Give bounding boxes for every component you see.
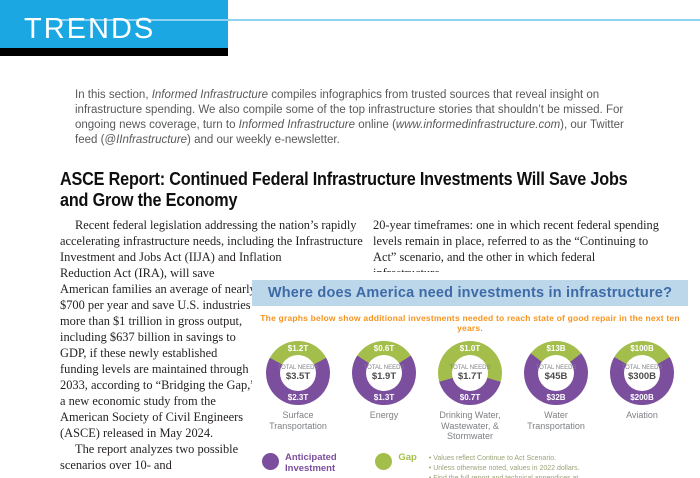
- donut-water-transportation: $13B TOTAL NEEDS $45B $32B Water Transpo…: [514, 341, 598, 442]
- legend-label: Gap: [398, 451, 417, 463]
- legend-label: Anticipated Investment: [285, 451, 337, 474]
- header-rule: [60, 19, 700, 21]
- donut-chart: $100B TOTAL NEEDS $300B $200B: [610, 341, 674, 405]
- donut-center: TOTAL NEEDS $3.5T: [277, 355, 319, 391]
- donut-center: TOTAL NEEDS $45B: [535, 355, 577, 391]
- anticipated-value-label: $2.3T: [287, 393, 309, 402]
- anticipated-value-label: $0.7T: [459, 393, 481, 402]
- green-dot-icon: [375, 452, 393, 470]
- total-needs-label: TOTAL NEEDS: [277, 364, 319, 371]
- twitter-handle: @IInfrastructure: [104, 134, 188, 146]
- body-paragraph: Reduction Act (IRA), will save American …: [60, 266, 256, 440]
- body-paragraph: The report analyzes two possible scenari…: [60, 442, 239, 472]
- intro-paragraph: In this section, Informed Infrastructure…: [75, 88, 641, 148]
- donut-category-label: Surface Transportation: [269, 410, 327, 431]
- header-black-bar: [0, 48, 228, 56]
- anticipated-value-label: $1.3T: [373, 393, 395, 402]
- anticipated-value-label: $32B: [546, 393, 566, 402]
- gap-value-label: $1.0T: [459, 344, 481, 353]
- donut-chart: $1.0T TOTAL NEEDS $1.7T $0.7T: [438, 341, 502, 405]
- section-title: TRENDS: [24, 13, 156, 45]
- infographic-subtitle: The graphs below show additional investm…: [260, 313, 680, 333]
- donut-chart: $1.2T TOTAL NEEDS $3.5T $2.3T: [266, 341, 330, 405]
- body-column1-top: Recent federal legislation addressing th…: [60, 218, 363, 264]
- donut-aviation: $100B TOTAL NEEDS $300B $200B Aviation: [600, 341, 684, 442]
- footnote-line: • Values reflect Continue to Act Scenari…: [428, 454, 557, 462]
- purple-dot-icon: [262, 452, 279, 470]
- intro-text: ), our Twitter feed (: [75, 119, 624, 146]
- publication-name: Informed Infrastructure: [238, 119, 355, 131]
- donut-drinking-water: $1.0T TOTAL NEEDS $1.7T $0.7T Drinking W…: [428, 341, 512, 442]
- legend-gap: Gap: [375, 451, 417, 478]
- total-needs-label: TOTAL NEEDS: [363, 364, 405, 371]
- total-needs-value: $3.5T: [285, 370, 311, 382]
- donut-category-label: Water Transportation: [527, 410, 585, 431]
- total-needs-label: TOTAL NEEDS: [449, 364, 491, 371]
- infographic-footer: Anticipated Investment Gap • Values refl…: [252, 452, 688, 478]
- intro-text: In this section,: [75, 89, 152, 101]
- donut-category-label: Aviation: [626, 410, 658, 420]
- article-headline: ASCE Report: Continued Federal Infrastru…: [60, 169, 628, 210]
- total-needs-value: $300B: [628, 370, 656, 382]
- intro-text: compiles infographics from trusted sourc…: [75, 89, 624, 131]
- total-needs-label: TOTAL NEEDS: [535, 364, 577, 371]
- donut-chart: $13B TOTAL NEEDS $45B $32B: [524, 341, 588, 405]
- donut-category-label: Energy: [369, 410, 399, 420]
- infographic: Where does America need investments in i…: [252, 272, 688, 478]
- footnote-line: • Find the full report and technical app…: [428, 474, 579, 478]
- donut-surface-transportation: $1.2T TOTAL NEEDS $3.5T $2.3T Surface Tr…: [256, 341, 340, 442]
- donut-chart-row: $1.2T TOTAL NEEDS $3.5T $2.3T Surface Tr…: [252, 341, 688, 442]
- infographic-title-banner: Where does America need investments in i…: [252, 280, 688, 306]
- total-needs-value: $45B: [544, 370, 568, 382]
- chart-legend: Anticipated Investment Gap: [262, 452, 417, 478]
- body-column1-bottom: Reduction Act (IRA), will save American …: [60, 265, 256, 473]
- infographic-footnotes: • Values reflect Continue to Act Scenari…: [429, 452, 688, 478]
- publication-name: Informed Infrastructure: [151, 89, 269, 101]
- donut-center: TOTAL NEEDS $1.9T: [363, 355, 405, 391]
- legend-anticipated-investment: Anticipated Investment: [262, 452, 349, 478]
- gap-value-label: $13B: [546, 344, 566, 353]
- total-needs-value: $1.9T: [371, 370, 397, 382]
- footnote-line: • Unless otherwise noted, values in 2022…: [428, 464, 580, 472]
- website-url: www.informedinfrastructure.com: [395, 119, 561, 131]
- total-needs-label: TOTAL NEEDS: [621, 364, 663, 371]
- donut-category-label: Drinking Water, Wastewater, & Stormwater: [439, 410, 501, 441]
- donut-center: TOTAL NEEDS $300B: [621, 355, 663, 391]
- intro-text: online (: [355, 119, 396, 131]
- intro-text: ) and our weekly e-newsletter.: [187, 134, 340, 146]
- donut-chart: $0.6T TOTAL NEEDS $1.9T $1.3T: [352, 341, 416, 405]
- gap-value-label: $0.6T: [373, 344, 395, 353]
- section-header-block: [0, 0, 228, 48]
- anticipated-value-label: $200B: [630, 393, 654, 402]
- total-needs-value: $1.7T: [457, 370, 483, 382]
- gap-value-label: $100B: [630, 344, 654, 353]
- gap-value-label: $1.2T: [287, 344, 309, 353]
- donut-center: TOTAL NEEDS $1.7T: [449, 355, 491, 391]
- donut-energy: $0.6T TOTAL NEEDS $1.9T $1.3T Energy: [342, 341, 426, 442]
